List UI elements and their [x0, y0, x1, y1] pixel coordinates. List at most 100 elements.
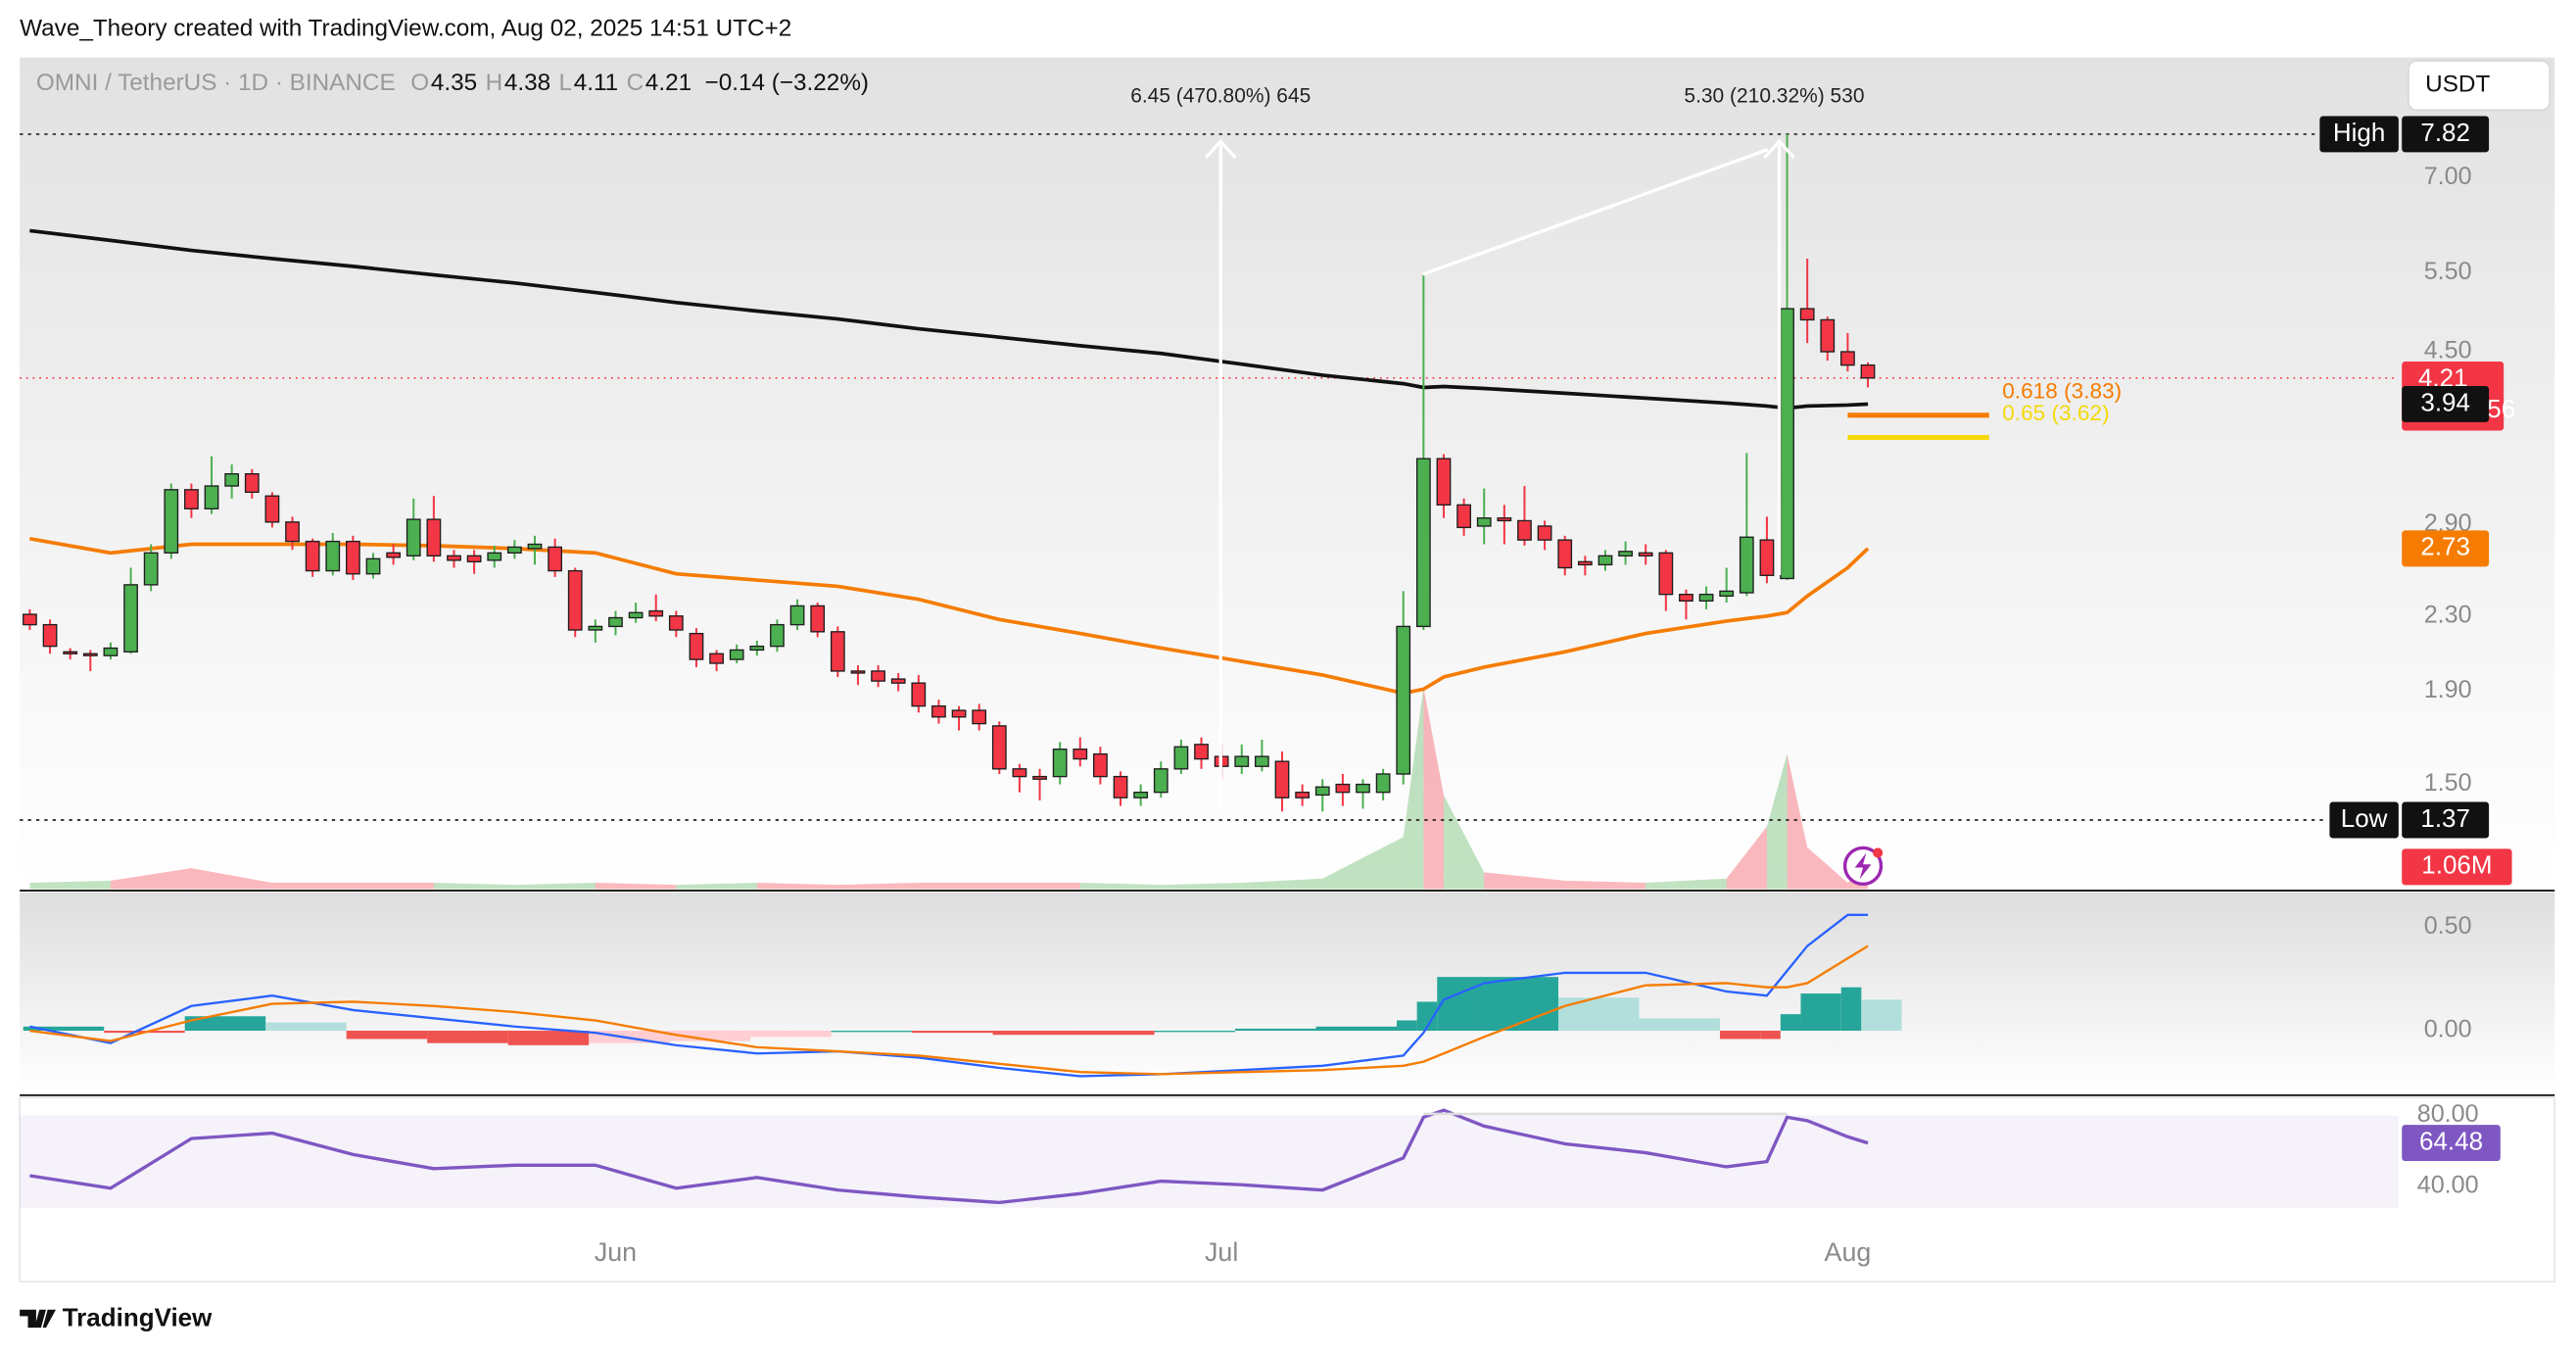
volume-area: [514, 882, 596, 890]
candle-body: [890, 678, 906, 684]
ma-value: 2.73: [2420, 532, 2470, 561]
candle-body: [729, 649, 744, 660]
volume-area: [271, 882, 354, 890]
candle-body: [789, 604, 805, 626]
x-tick-label: Jul: [1205, 1237, 1238, 1267]
macd-histogram: [1639, 1018, 1720, 1032]
candle-body: [689, 632, 704, 660]
candle-body: [1153, 768, 1169, 794]
volume-area: [29, 880, 111, 890]
macd-histogram: [1073, 1031, 1155, 1036]
volume-area: [1807, 846, 1848, 890]
y-tick-label: 1.90: [2424, 676, 2472, 703]
candle-body: [668, 615, 684, 631]
x-tick-label: Aug: [1825, 1237, 1872, 1267]
candle-body: [871, 670, 885, 682]
ohlc-key: C: [627, 70, 644, 96]
volume-area: [1787, 753, 1808, 890]
candle-body: [1255, 755, 1269, 767]
candle-body: [285, 521, 300, 543]
volume-value-bg: [2402, 848, 2512, 886]
macd-histogram: [184, 1016, 266, 1032]
arrow-head: [1204, 138, 1237, 160]
candle-body: [466, 555, 482, 563]
macd-histogram: [992, 1031, 1074, 1036]
candle-body: [1799, 308, 1815, 321]
candle-body: [224, 473, 240, 487]
macd-histogram: [1558, 997, 1640, 1032]
candle-body: [82, 653, 98, 656]
y-tick-label: 5.50: [2424, 258, 2472, 285]
candle-body: [1375, 773, 1391, 794]
ma-value-bg: [2402, 530, 2490, 567]
candle-body: [1073, 749, 1088, 760]
macd-histogram: [1800, 993, 1841, 1032]
volume-area: [1726, 826, 1767, 890]
trend-line: [1421, 148, 1769, 276]
candle-body: [1194, 744, 1209, 760]
ohlc-value: 4.21: [645, 70, 692, 96]
candle-body: [103, 647, 119, 656]
candle-body: [264, 495, 280, 523]
candle-body: [1032, 775, 1047, 780]
rsi-line: [29, 1108, 1869, 1205]
candle-body: [1860, 363, 1876, 379]
candle-body: [23, 613, 37, 626]
ohlc-value: 4.35: [431, 70, 477, 96]
rsi-band: [20, 1115, 2399, 1208]
volume-area: [1161, 882, 1242, 890]
volume-area: [837, 882, 919, 890]
candle-body: [608, 616, 623, 628]
high-key: High: [2333, 118, 2385, 147]
creator-line: Wave_Theory created with TradingView.com…: [20, 16, 791, 42]
volume-area: [1079, 882, 1162, 890]
candle-body: [991, 725, 1007, 770]
alert-icon[interactable]: [1842, 846, 1884, 887]
signal-line: [29, 944, 1869, 1076]
y-tick-label: 4.50: [2424, 337, 2472, 364]
candle-body: [972, 709, 987, 725]
low-value: 1.37: [2420, 803, 2470, 833]
volume-area: [110, 868, 192, 890]
rsi-tick-label: 40.00: [2417, 1172, 2479, 1199]
candle-body: [567, 569, 583, 631]
macd-histogram: [265, 1022, 347, 1032]
candle-body: [164, 489, 179, 554]
volume-area: [191, 868, 272, 890]
volume-area: [595, 882, 677, 890]
candle-body: [749, 645, 765, 652]
currency-button[interactable]: [2408, 60, 2552, 112]
y-tick-label: 2.30: [2424, 601, 2472, 628]
ma-value: 3.94: [2420, 387, 2470, 416]
low-key: Low: [2341, 803, 2388, 833]
currency[interactable]: USDT: [2425, 72, 2490, 98]
ma-value-bg: [2402, 385, 2490, 422]
macd-histogram: [831, 1031, 913, 1033]
rsi-tick-label: 80.00: [2417, 1100, 2479, 1128]
macd-histogram: [1477, 977, 1559, 1032]
volume-area: [1423, 687, 1444, 890]
candle-body: [628, 611, 644, 619]
volume-area: [1322, 837, 1404, 890]
fib-label: 0.65 (3.62): [2002, 401, 2109, 425]
volume-area: [1241, 878, 1323, 890]
candle-body: [1618, 551, 1633, 556]
candle-body: [143, 552, 159, 586]
candle-body: [365, 557, 381, 575]
macd-histogram: [750, 1031, 832, 1038]
y-tick-label: 7.00: [2424, 163, 2472, 190]
candle-body: [184, 489, 199, 509]
measure-label: 6.45 (470.80%) 645: [1130, 84, 1311, 107]
candle-body: [1295, 792, 1311, 798]
candle-body: [1840, 351, 1855, 366]
candle-body: [1314, 786, 1330, 797]
macd-histogram: [912, 1031, 993, 1034]
candle-body: [1638, 552, 1653, 556]
candle-body: [1820, 318, 1836, 353]
candle-body: [1012, 768, 1027, 778]
candle-body: [506, 546, 522, 554]
volume-area: [1443, 795, 1485, 890]
